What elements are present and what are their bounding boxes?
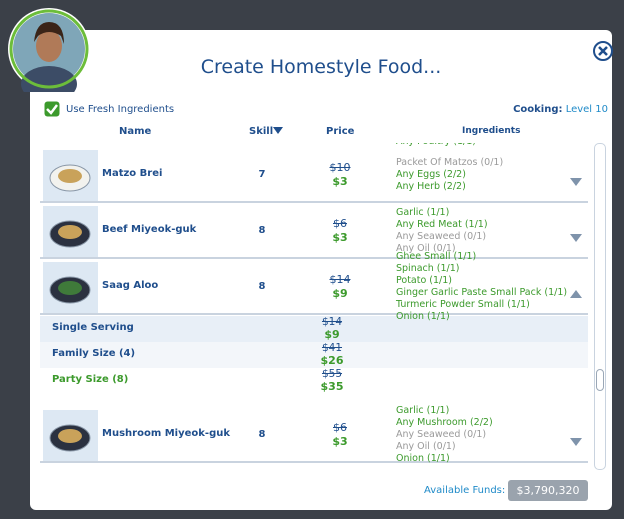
column-header[interactable]: Ingredients — [462, 126, 521, 136]
ingredient: Any Oil (0/1) — [396, 441, 456, 452]
recipe-name: Matzo Brei — [102, 168, 163, 179]
price: $3 — [332, 435, 348, 448]
arrow-icon — [570, 234, 582, 242]
serving-row[interactable]: Single Serving $14 $9 — [40, 316, 588, 342]
recipe-name: Saag Aloo — [102, 280, 159, 291]
ingredient: Any Poultry (1/1) — [396, 143, 476, 147]
serving-name: Party Size (8) — [52, 374, 129, 385]
ingredient: Garlic (1/1) — [396, 405, 450, 416]
dialog: Create Homestyle Food... Use Fresh Ingre… — [30, 30, 614, 510]
price-original: $10 — [329, 161, 351, 174]
expand-arrow[interactable] — [570, 227, 582, 246]
ingredient: Any Seaweed (0/1) — [396, 231, 487, 242]
ingredient: Packet Of Matzos (0/1) — [396, 157, 504, 168]
scrollbar[interactable] — [594, 143, 606, 470]
expand-arrow[interactable] — [570, 171, 582, 190]
arrow-icon — [570, 438, 582, 446]
ingredient: Garlic (1/1) — [396, 207, 450, 218]
arrow-icon — [570, 290, 582, 298]
scroll-thumb[interactable] — [596, 369, 604, 391]
skill-info: Cooking: Level 10 — [513, 104, 608, 115]
close-button[interactable] — [592, 40, 614, 62]
serving-row[interactable]: Party Size (8) $55 $35 — [40, 368, 588, 394]
ingredient: Any Eggs (2/2) — [396, 169, 466, 180]
serving-name: Single Serving — [52, 322, 134, 333]
ingredient: Onion (1/1) — [396, 453, 450, 464]
price: $3 — [332, 231, 348, 244]
serving-price-original: $41 — [321, 342, 343, 354]
expand-arrow[interactable] — [570, 431, 582, 450]
serving-price: $35 — [320, 380, 344, 393]
arrow-icon — [570, 178, 582, 186]
dialog-title: Create Homestyle Food... — [200, 56, 442, 78]
serving-price-original: $55 — [321, 368, 343, 380]
column-header[interactable]: Name — [119, 126, 152, 137]
dish-icon — [49, 220, 91, 248]
dish-icon — [49, 164, 91, 192]
ingredient: Ginger Garlic Paste Small Pack (1/1) — [396, 287, 568, 298]
ingredient: Any Herb (2/2) — [396, 181, 466, 192]
price-original: $6 — [333, 217, 347, 230]
recipe-name: Mushroom Miyeok-guk — [102, 428, 230, 439]
ingredient: Any Oil (0/1) — [396, 243, 456, 254]
ingredient: Any Mushroom (2/2) — [396, 417, 493, 428]
funds-label: Available Funds: — [424, 485, 506, 496]
serving-price: $26 — [320, 354, 344, 367]
ingredient: Ghee Small (1/1) — [396, 251, 477, 262]
price-original: $14 — [329, 273, 351, 286]
price: $9 — [332, 287, 348, 300]
recipe-skill: 7 — [258, 169, 266, 180]
dish-icon — [49, 424, 91, 452]
recipe-skill: 8 — [258, 281, 266, 292]
recipe-image — [43, 410, 98, 461]
column-header[interactable]: Skill — [249, 126, 274, 137]
recipe-row[interactable]: Matzo Brei 7 $10 $3 Packet Of Matzos (0/1) An… — [40, 148, 588, 203]
recipe-row[interactable]: Mushroom Miyeok-guk 8 $6 $3 Garlic (1/1) Any … — [40, 405, 588, 464]
recipe-list: Any Poultry (1/1)Matzo Brei7$10$3Packet … — [40, 143, 590, 470]
recipe-image — [43, 262, 98, 313]
ingredient: Turmeric Powder Small (1/1) — [396, 299, 530, 310]
serving-price: $9 — [324, 328, 340, 341]
ingredient: Potato (1/1) — [396, 275, 453, 286]
avatar — [8, 8, 90, 92]
sort-arrow — [273, 127, 283, 134]
recipe-row[interactable]: Beef Miyeok-guk 8 $6 $3 Garlic (1/1) Any Red … — [40, 204, 588, 259]
funds-value: $3,790,320 — [508, 480, 588, 501]
fresh-label: Use Fresh Ingredients — [66, 104, 175, 115]
recipe-row[interactable]: Saag Aloo 8 $14 $9 Ghee Small (1/1) Spinach (… — [40, 251, 588, 322]
price-original: $6 — [333, 421, 347, 434]
ingredient: Any Red Meat (1/1) — [396, 219, 488, 230]
recipe-name: Beef Miyeok-guk — [102, 224, 197, 235]
column-header[interactable]: Price — [326, 126, 355, 137]
expand-arrow[interactable] — [570, 283, 582, 302]
recipe-skill: 8 — [258, 429, 266, 440]
skill-label: Cooking: — [513, 104, 563, 115]
recipe-skill: 8 — [258, 225, 266, 236]
skill-level: Level 10 — [565, 104, 608, 115]
dish-icon — [49, 276, 91, 304]
serving-name: Family Size (4) — [52, 348, 136, 359]
price: $3 — [332, 175, 348, 188]
serving-row[interactable]: Family Size (4) $41 $26 — [40, 342, 588, 368]
ingredient: Spinach (1/1) — [396, 263, 460, 274]
recipe-image — [43, 206, 98, 257]
fresh-checkbox[interactable] — [44, 101, 60, 117]
ingredient: Onion (1/1) — [396, 311, 450, 322]
recipe-image — [43, 150, 98, 201]
serving-price-original: $14 — [321, 316, 343, 328]
ingredient: Any Seaweed (0/1) — [396, 429, 487, 440]
